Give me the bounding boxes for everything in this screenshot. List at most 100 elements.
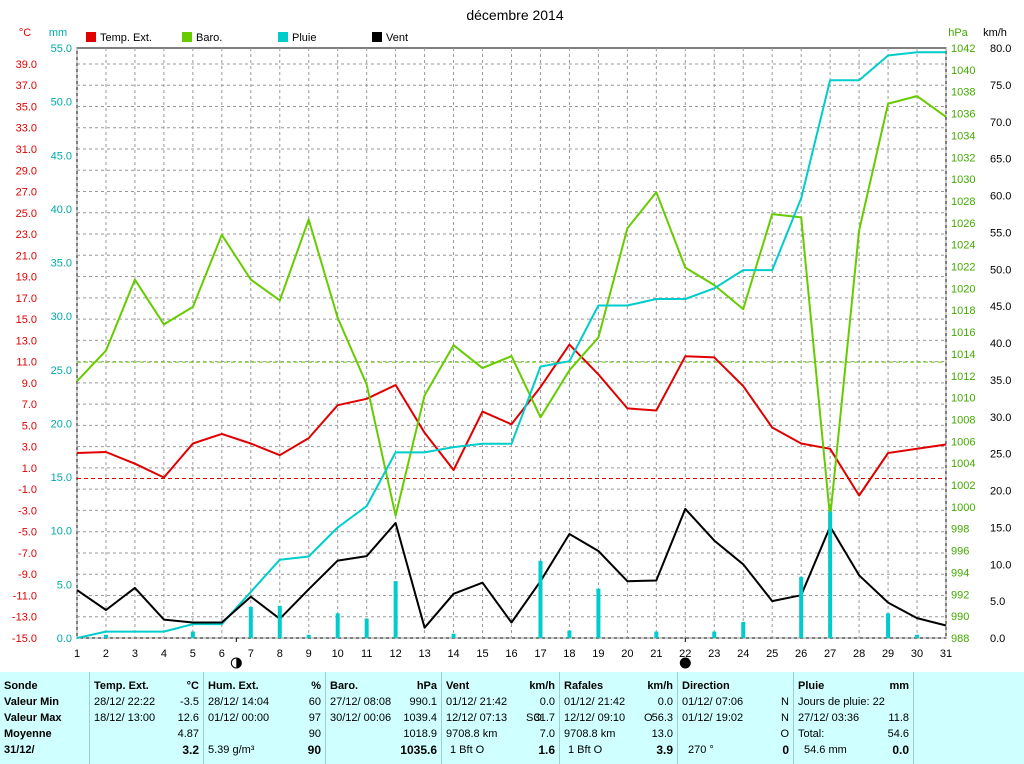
baro-tick-label: 994 [951,567,969,579]
hum-max-date: 01/12/ 00:00 [208,712,270,724]
rain-daily-bar [103,634,108,638]
legend-label: Temp. Ext. [100,32,152,44]
baro-max-value: 1039.4 [403,712,437,724]
baro-min-value: 990.1 [409,696,437,708]
x-tick-label: 29 [882,648,894,660]
wind-tick-label: 65.0 [990,154,1011,166]
rafales-title: Rafales [564,680,604,692]
baro-tick-label: 1020 [951,283,975,295]
legend-swatch [182,32,192,42]
rafales-avg: 13.0 [651,728,673,740]
x-tick-label: 13 [418,648,430,660]
baro-today: 1035.6 [400,743,437,757]
rafales-unit: km/h [647,680,673,692]
x-tick-label: 20 [621,648,633,660]
hum-max-value: 97 [308,712,321,724]
wind-tick-label: 45.0 [990,301,1011,313]
x-tick-label: 25 [766,648,778,660]
temp-tick-label: 37.0 [16,80,37,92]
temp-max-value: 12.6 [177,712,199,724]
x-tick-label: 12 [390,648,402,660]
rain-tick-label: 10.0 [51,526,72,538]
wind-tick-label: 80.0 [990,43,1011,55]
baro-tick-label: 1034 [951,130,975,142]
baro-tick-label: 1006 [951,436,975,448]
x-tick-label: 5 [190,648,196,660]
rain-daily-bar [712,631,717,638]
rain-tick-label: 20.0 [51,418,72,430]
temp-tick-label: 1.0 [22,463,37,475]
rain-daily-bar [451,633,456,638]
temp-tick-label: -15.0 [12,633,37,645]
pluie-today: 0.0 [892,743,909,757]
rain-tick-label: 45.0 [51,150,72,162]
temp-tick-label: 11.0 [16,357,37,369]
baro-tick-label: 1002 [951,480,975,492]
wind-tick-label: 5.0 [990,596,1005,608]
rafales-today: 3.9 [656,743,673,757]
temp-min-value: -3.5 [180,696,199,708]
hum-unit: % [311,680,321,692]
temp-max-date: 18/12/ 13:00 [94,712,156,724]
temp-tick-label: 15.0 [16,314,37,326]
temp-today: 3.2 [182,743,199,757]
temp-tick-label: 27.0 [16,187,37,199]
temp-tick-label: 33.0 [16,123,37,135]
rain-daily-bar [393,581,398,638]
temp-title: Temp. Ext. [94,680,149,692]
hum-title: Hum. Ext. [208,680,259,692]
rain-tick-label: 40.0 [51,204,72,216]
legend-label: Vent [386,32,408,44]
baro-tick-label: 1014 [951,349,975,361]
rafales-beaufort: 1 Bft O [568,744,603,756]
wind-tick-label: 10.0 [990,559,1011,571]
baro-tick-label: 988 [951,633,969,645]
vent-min-value: 0.0 [539,696,555,708]
temp-tick-label: 3.0 [22,442,37,454]
x-tick-label: 28 [853,648,865,660]
x-tick-label: 3 [132,648,138,660]
row-label-min: Valeur Min [4,696,60,708]
rain-tick-label: 30.0 [51,311,72,323]
x-tick-label: 4 [161,648,167,660]
temp-tick-label: -5.0 [18,527,37,539]
x-tick-label: 2 [103,648,109,660]
vent-distance: 9708.8 km [446,728,498,740]
rain-daily-bar [799,576,804,638]
direction-min-value: N [781,696,789,708]
rafales-distance: 9708.8 km [564,728,616,740]
rafales-max-date: 12/12/ 09:10 [564,712,626,724]
rain-tick-label: 25.0 [51,365,72,377]
baro-tick-label: 1030 [951,174,975,186]
vent-beaufort: 1 Bft O [450,744,485,756]
baro-column: Baro. hPa 27/12/ 08:08 990.1 30/12/ 00:06 1… [326,672,442,764]
hum-today: 90 [307,743,321,757]
baro-tick-label: 1004 [951,458,975,470]
vent-column: Vent km/h 01/12/ 21:42 0.0 12/12/ 07:13 SO 3… [442,672,560,764]
rain-daily-bar [915,634,920,638]
pluie-rain-days: Jours de pluie: 22 [798,696,885,708]
rain-daily-bar [335,613,340,638]
series-line-temp-ext [76,343,947,497]
rain-daily-bar [277,605,282,638]
rain-daily-bar [828,511,833,638]
axis-unit-rain: mm [49,27,67,39]
temp-avg: 4.87 [177,728,199,740]
baro-tick-label: 1036 [951,109,975,121]
hum-avg: 90 [308,728,321,740]
x-tick-label: 30 [911,648,923,660]
baro-tick-label: 1016 [951,327,975,339]
temp-unit: °C [186,680,199,692]
temp-tick-label: 25.0 [16,208,37,220]
row-label-day: 31/12/ [4,744,35,756]
pluie-max-value: 11.8 [888,712,909,724]
temp-tick-label: 39.0 [16,59,37,71]
rafales-max-dir: O [644,712,653,724]
rafales-column: Rafales km/h 01/12/ 21:42 0.0 12/12/ 09:10… [560,672,678,764]
baro-unit: hPa [416,680,437,692]
x-tick-label: 14 [447,648,459,660]
temp-tick-label: 13.0 [16,335,37,347]
rain-daily-bar [538,560,543,638]
baro-tick-label: 1042 [951,43,975,55]
direction-avg: O [780,728,789,740]
